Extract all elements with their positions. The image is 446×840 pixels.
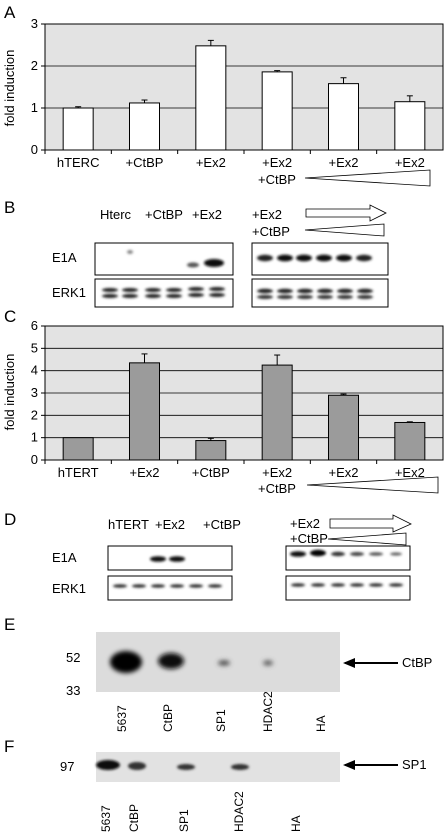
blot-e-lane-ha: HA xyxy=(314,715,328,732)
ramp-triangle-c xyxy=(306,476,439,494)
chart-c: fold induction 0 1 2 3 4 5 6 hTERT +Ex2 +CtBP +Ex2… xyxy=(2,318,444,480)
bar xyxy=(394,101,426,151)
plot-area xyxy=(44,23,444,151)
blot-e-lane-ctbp: CtBP xyxy=(161,704,175,732)
blot-f-lane-hdac2: HDAC2 xyxy=(232,791,246,832)
chart-a-ylabel: fold induction xyxy=(2,50,17,127)
y-tick-label: 3 xyxy=(31,385,38,400)
panel-label-f: F xyxy=(4,737,14,756)
panel-label-a: A xyxy=(4,3,16,22)
x-tick-label: +Ex2 xyxy=(329,465,359,480)
chart-c-ctbp-sub-label: +CtBP xyxy=(258,481,296,496)
blot-b-header-hterc: Hterc xyxy=(100,207,132,222)
blot-e-marker-33: 33 xyxy=(66,683,80,698)
blot-d-ctbp-ramp-icon xyxy=(327,532,407,546)
blot-f-lane-ha: HA xyxy=(289,815,303,832)
y-tick-label: 2 xyxy=(31,407,38,422)
blot-e-marker-52: 52 xyxy=(66,650,80,665)
x-tick-label: +Ex2 xyxy=(395,465,425,480)
blot-d-header-ctbp: +CtBP xyxy=(203,517,241,532)
blot-b-erk1-left-box xyxy=(94,278,234,308)
x-tick-label: +Ex2 xyxy=(262,155,292,170)
x-tick-label: hTERT xyxy=(58,465,99,480)
blot-b: Hterc +CtBP +Ex2 +Ex2 +CtBP E1A ERK1 xyxy=(52,204,389,308)
y-tick-label: 4 xyxy=(31,363,38,378)
bar xyxy=(129,102,160,151)
blot-b-right-header-ex2: +Ex2 xyxy=(252,207,282,222)
blot-d-erk1-left-box xyxy=(107,575,233,601)
x-tick-label: +Ex2 xyxy=(196,155,226,170)
bar xyxy=(129,362,160,461)
chart-a: fold induction 0 1 2 3 hTERC +CtBP +Ex2 +Ex2 +Ex… xyxy=(2,16,444,170)
bar xyxy=(328,394,359,461)
y-tick-label: 0 xyxy=(31,142,38,157)
panel-label-b: B xyxy=(4,198,15,217)
blot-e-lane-sp1: SP1 xyxy=(214,709,228,732)
blot-d-row-erk1: ERK1 xyxy=(52,581,86,596)
y-tick-label: 5 xyxy=(31,340,38,355)
blot-f: 97 SP1 5637 CtBP SP1 HDAC2 HA xyxy=(60,752,427,832)
x-tick-label: +Ex2 xyxy=(262,465,292,480)
x-tick-label: +Ex2 xyxy=(395,155,425,170)
x-tick-label: +Ex2 xyxy=(329,155,359,170)
blot-b-e1a-left-box xyxy=(94,242,234,276)
bar xyxy=(328,83,359,151)
blot-b-header-ex2: +Ex2 xyxy=(192,207,222,222)
blot-d-row-e1a: E1A xyxy=(52,550,77,565)
panel-label-e: E xyxy=(4,615,15,634)
chart-c-ylabel: fold induction xyxy=(2,354,17,431)
blot-d-ex2-arrow-icon xyxy=(329,514,412,533)
x-tick-label: +CtBP xyxy=(126,155,164,170)
bar xyxy=(394,421,426,461)
y-tick-label: 1 xyxy=(31,430,38,445)
blot-f-lane-sp1: SP1 xyxy=(177,809,191,832)
blot-e-arrow-label: CtBP xyxy=(402,655,432,670)
bar xyxy=(195,45,227,151)
blot-e-lane-5637: 5637 xyxy=(115,705,129,732)
y-tick-label: 0 xyxy=(31,452,38,467)
blot-b-row-erk1: ERK1 xyxy=(52,285,86,300)
x-tick-label: +Ex2 xyxy=(130,465,160,480)
blot-f-lane-5637: 5637 xyxy=(99,805,113,832)
blot-f-arrowhead-icon xyxy=(343,760,355,770)
panel-label-c: C xyxy=(4,307,16,326)
x-tick-label: +CtBP xyxy=(192,465,230,480)
panel-label-d: D xyxy=(4,510,16,529)
blot-b-ex2-arrow-icon xyxy=(305,204,387,222)
blot-d-right-header-ctbp: +CtBP xyxy=(290,531,328,546)
y-tick-label: 2 xyxy=(31,58,38,73)
chart-a-ctbp-sub-label: +CtBP xyxy=(258,172,296,187)
blot-b-right-header-ctbp: +CtBP xyxy=(252,224,290,239)
y-tick-label: 6 xyxy=(31,318,38,333)
bar xyxy=(195,440,227,461)
bar xyxy=(62,437,94,461)
blot-d-right-header-ex2: +Ex2 xyxy=(290,516,320,531)
blot-f-marker-97: 97 xyxy=(60,759,74,774)
blot-d-e1a-right-box xyxy=(285,545,411,571)
bar xyxy=(261,364,293,461)
blot-e-lane-hdac2: HDAC2 xyxy=(261,691,275,732)
ramp-triangle-a xyxy=(304,169,431,187)
blot-b-row-e1a: E1A xyxy=(52,250,77,265)
y-tick-label: 3 xyxy=(31,16,38,31)
x-tick-label: hTERC xyxy=(57,155,100,170)
blot-b-header-ctbp: +CtBP xyxy=(145,207,183,222)
blot-d-header-ex2: +Ex2 xyxy=(155,517,185,532)
blot-b-ctbp-ramp-icon xyxy=(304,223,385,237)
y-tick-label: 1 xyxy=(31,100,38,115)
blot-f-arrow-label: SP1 xyxy=(402,757,427,772)
blot-e: 52 33 CtBP 5637 CtBP SP1 HDAC2 HA xyxy=(66,632,432,732)
bar xyxy=(62,107,94,151)
blot-d-erk1-right-box xyxy=(285,575,411,601)
bar xyxy=(261,71,293,151)
blot-d-header-htert: hTERT xyxy=(108,517,149,532)
blot-e-arrowhead-icon xyxy=(343,658,355,668)
blot-d: hTERT +Ex2 +CtBP +Ex2 +CtBP E1A ERK1 xyxy=(52,514,412,601)
blot-f-lane-ctbp: CtBP xyxy=(127,804,141,832)
